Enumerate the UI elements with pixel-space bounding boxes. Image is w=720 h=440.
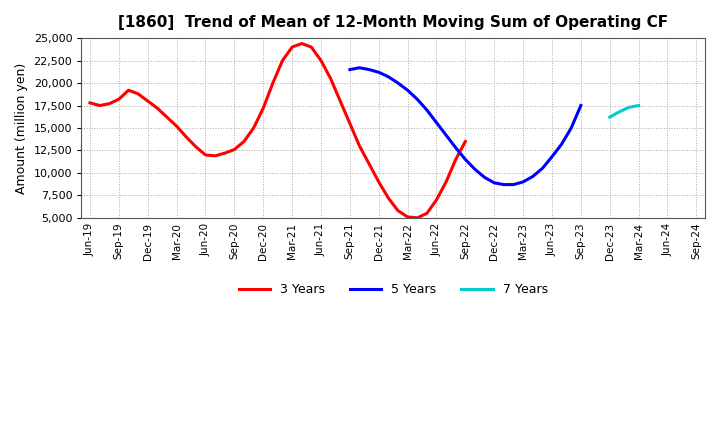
5 Years	[423, 107, 431, 113]
3 Years	[442, 179, 451, 184]
3 Years	[134, 91, 143, 96]
3 Years	[114, 97, 123, 102]
3 Years	[259, 106, 268, 111]
3 Years	[288, 44, 297, 50]
Line: 5 Years: 5 Years	[350, 68, 581, 185]
5 Years	[480, 175, 489, 180]
3 Years	[423, 211, 431, 216]
5 Years	[538, 166, 546, 171]
3 Years	[355, 143, 364, 149]
3 Years	[211, 153, 220, 158]
3 Years	[346, 121, 354, 126]
5 Years	[567, 125, 575, 131]
Y-axis label: Amount (million yen): Amount (million yen)	[15, 62, 28, 194]
5 Years	[413, 97, 421, 102]
7 Years	[606, 114, 614, 120]
3 Years	[192, 144, 200, 150]
3 Years	[201, 152, 210, 158]
3 Years	[336, 99, 345, 104]
5 Years	[403, 88, 412, 93]
5 Years	[548, 154, 557, 159]
5 Years	[442, 132, 451, 138]
Title: [1860]  Trend of Mean of 12-Month Moving Sum of Operating CF: [1860] Trend of Mean of 12-Month Moving …	[118, 15, 668, 30]
7 Years	[615, 109, 624, 114]
5 Years	[519, 179, 528, 184]
5 Years	[432, 120, 441, 125]
3 Years	[374, 179, 383, 184]
Line: 7 Years: 7 Years	[610, 106, 639, 117]
5 Years	[384, 74, 392, 79]
3 Years	[403, 214, 412, 220]
3 Years	[95, 103, 104, 108]
3 Years	[451, 157, 460, 162]
5 Years	[577, 103, 585, 108]
3 Years	[326, 76, 335, 81]
5 Years	[355, 65, 364, 70]
7 Years	[634, 103, 643, 108]
3 Years	[384, 195, 392, 201]
3 Years	[240, 139, 248, 144]
3 Years	[220, 150, 229, 156]
3 Years	[365, 161, 374, 167]
5 Years	[394, 81, 402, 86]
3 Years	[105, 101, 114, 106]
3 Years	[172, 124, 181, 129]
5 Years	[346, 67, 354, 72]
5 Years	[557, 142, 566, 147]
5 Years	[461, 157, 469, 162]
3 Years	[124, 88, 132, 93]
3 Years	[297, 41, 306, 46]
5 Years	[471, 167, 480, 172]
5 Years	[374, 70, 383, 75]
5 Years	[500, 182, 508, 187]
3 Years	[153, 106, 162, 111]
5 Years	[365, 67, 374, 72]
3 Years	[86, 100, 94, 106]
3 Years	[413, 215, 421, 220]
3 Years	[230, 147, 239, 152]
3 Years	[278, 58, 287, 63]
Legend: 3 Years, 5 Years, 7 Years: 3 Years, 5 Years, 7 Years	[234, 279, 553, 301]
3 Years	[432, 197, 441, 202]
3 Years	[182, 134, 191, 139]
3 Years	[269, 81, 277, 86]
5 Years	[490, 180, 498, 185]
5 Years	[528, 174, 537, 179]
Line: 3 Years: 3 Years	[90, 44, 465, 218]
7 Years	[625, 105, 634, 110]
3 Years	[394, 208, 402, 213]
5 Years	[509, 182, 518, 187]
3 Years	[163, 114, 171, 120]
3 Years	[249, 125, 258, 131]
3 Years	[143, 99, 152, 104]
3 Years	[307, 44, 315, 50]
5 Years	[451, 145, 460, 150]
3 Years	[317, 58, 325, 63]
3 Years	[461, 139, 469, 144]
